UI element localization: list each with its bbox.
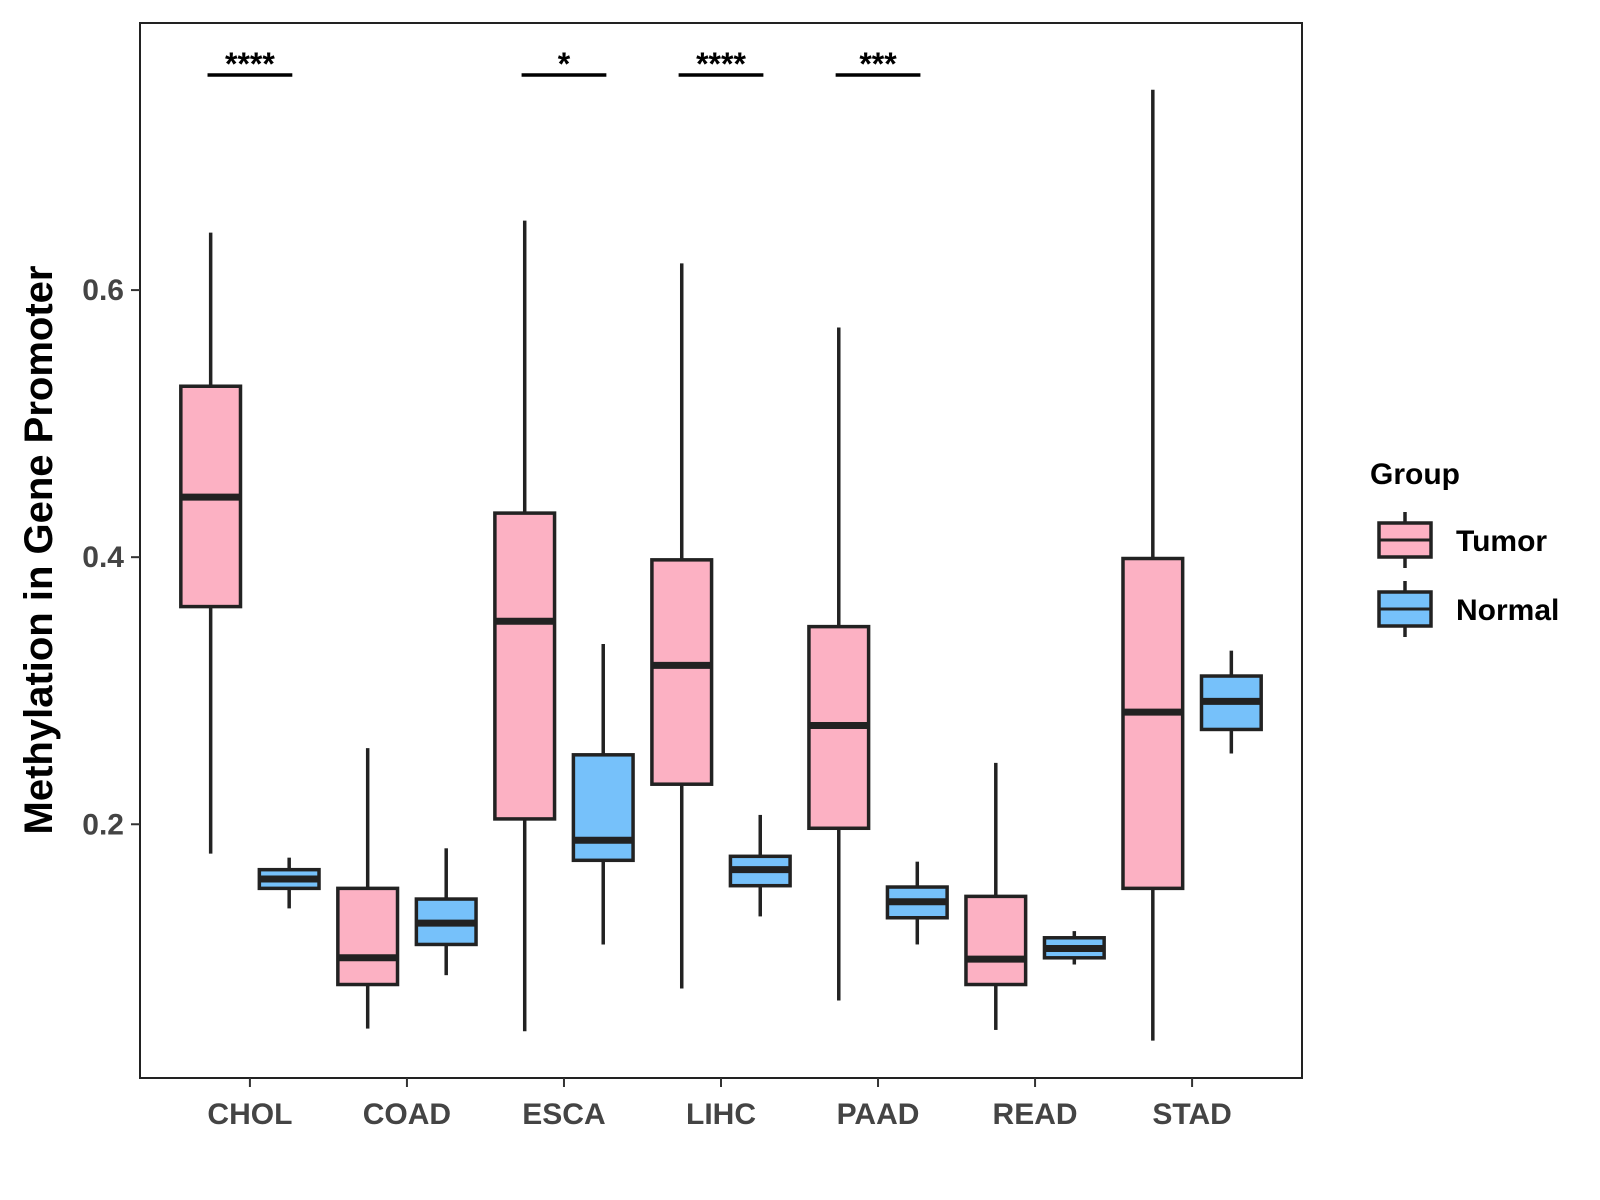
x-tick-label: CHOL	[207, 1098, 292, 1131]
significance-label: ***	[859, 46, 897, 82]
box-iqr	[964, 894, 1028, 987]
boxes	[179, 89, 1263, 1041]
x-tick-label: READ	[993, 1098, 1078, 1131]
x-axis: CHOL COAD ESCA LIHC PAAD READ STAD	[207, 1078, 1232, 1131]
x-tick-label: PAAD	[837, 1098, 920, 1131]
y-tick-label: 0.4	[82, 541, 124, 574]
box-iqr	[650, 558, 714, 786]
normal-box-lihc	[728, 814, 792, 917]
box-iqr	[1121, 556, 1185, 891]
tumor-box-paad	[807, 327, 871, 1001]
tumor-box-coad	[336, 748, 400, 1029]
legend-label: Normal	[1456, 594, 1559, 627]
box-iqr	[493, 511, 557, 821]
normal-box-chol	[257, 857, 321, 909]
normal-box-stad	[1199, 650, 1263, 754]
normal-box-esca	[571, 643, 635, 945]
significance-label: *	[558, 46, 571, 82]
legend: Group Tumor Normal	[1370, 458, 1559, 637]
x-tick-label: ESCA	[522, 1098, 605, 1131]
normal-box-coad	[414, 848, 478, 976]
panel-border	[139, 22, 1303, 1079]
normal-box-read	[1042, 931, 1106, 965]
significance-label: ****	[225, 46, 275, 82]
normal-box-paad	[885, 861, 949, 945]
box-iqr	[571, 753, 635, 863]
x-tick-label: STAD	[1152, 1098, 1231, 1131]
y-tick-label: 0.6	[82, 274, 124, 307]
tumor-box-read	[964, 762, 1028, 1030]
legend-title: Group	[1370, 458, 1460, 491]
legend-item-tumor: Tumor	[1377, 512, 1547, 568]
significance-label: ****	[696, 46, 746, 82]
box-iqr	[336, 886, 400, 987]
x-tick-label: COAD	[363, 1098, 451, 1131]
significance-annotations: **** * **** ***	[207, 46, 921, 82]
legend-item-normal: Normal	[1377, 581, 1559, 637]
tumor-box-stad	[1121, 89, 1185, 1041]
y-axis: 0.2 0.4 0.6	[82, 274, 140, 841]
tumor-box-esca	[493, 220, 557, 1032]
y-tick-label: 0.2	[82, 808, 124, 841]
legend-label: Tumor	[1456, 525, 1547, 558]
x-tick-label: LIHC	[686, 1098, 756, 1131]
tumor-box-chol	[179, 232, 243, 854]
tumor-box-lihc	[650, 263, 714, 989]
y-axis-title: Methylation in Gene Promoter	[17, 266, 61, 835]
